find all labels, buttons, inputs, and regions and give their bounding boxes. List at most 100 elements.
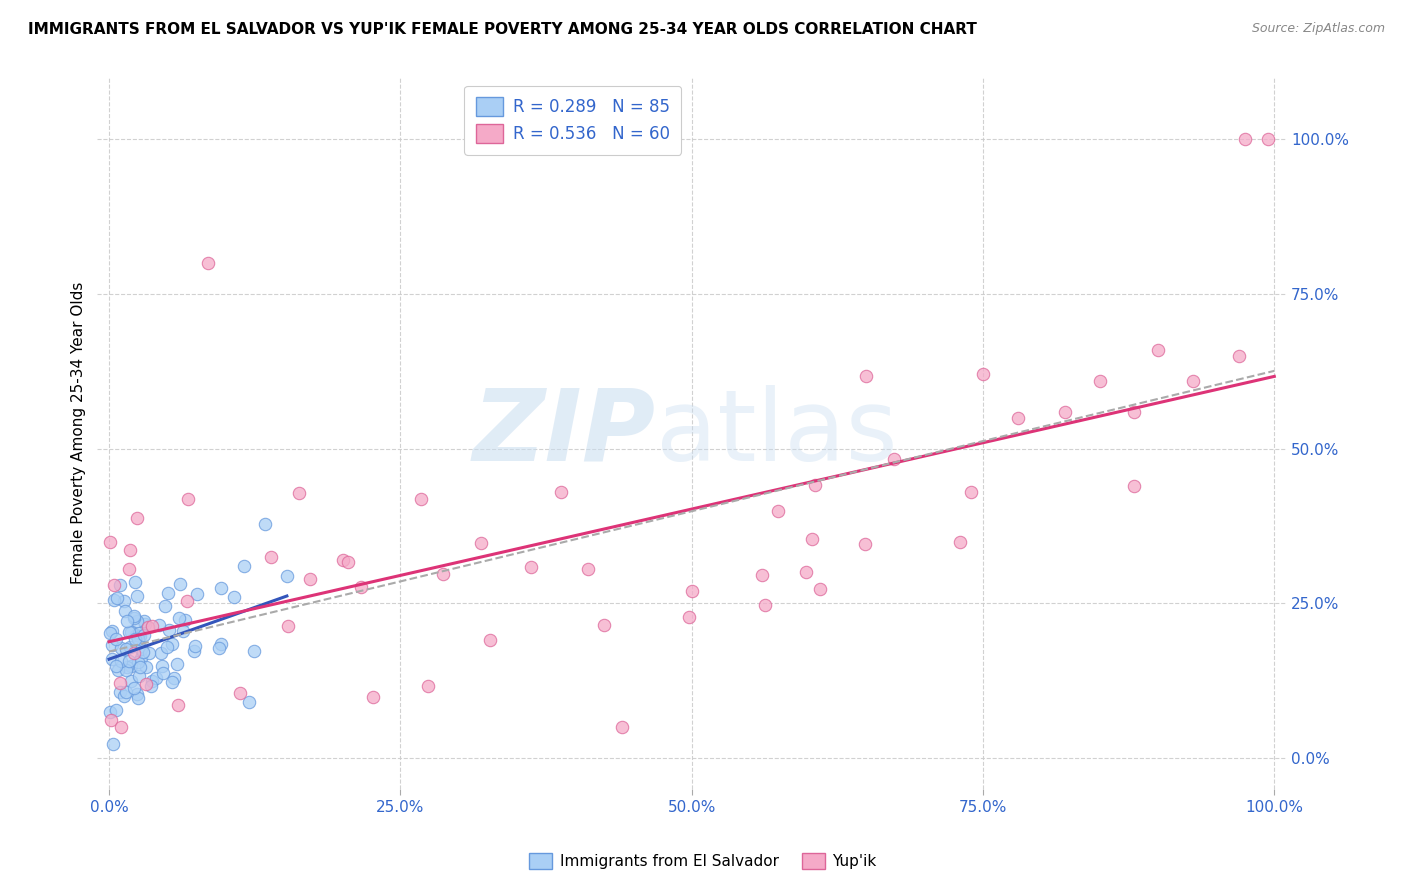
Point <box>125 511 148 525</box>
Point <box>186 587 208 601</box>
Point <box>972 368 994 382</box>
Point <box>118 562 141 576</box>
Point <box>139 679 162 693</box>
Point <box>145 671 167 685</box>
Point <box>127 690 149 705</box>
Point <box>166 657 188 671</box>
Point <box>122 646 145 660</box>
Point <box>209 581 232 595</box>
Point <box>100 652 122 666</box>
Point <box>120 624 142 639</box>
Point <box>470 535 492 549</box>
Point <box>138 646 160 660</box>
Point <box>883 452 905 467</box>
Point <box>152 666 174 681</box>
Point <box>120 542 142 557</box>
Point <box>176 594 198 608</box>
Point <box>416 679 439 693</box>
Point <box>104 659 127 673</box>
Point <box>174 613 197 627</box>
Point <box>350 580 373 594</box>
Point <box>129 642 152 657</box>
Point <box>153 599 176 614</box>
Point <box>125 628 148 642</box>
Point <box>108 685 131 699</box>
Point <box>132 628 155 642</box>
Point <box>157 624 180 638</box>
Point <box>127 614 149 628</box>
Point <box>361 690 384 704</box>
Text: IMMIGRANTS FROM EL SALVADOR VS YUP'IK FEMALE POVERTY AMONG 25-34 YEAR OLDS CORRE: IMMIGRANTS FROM EL SALVADOR VS YUP'IK FE… <box>28 22 977 37</box>
Point <box>114 604 136 618</box>
Point <box>110 720 132 734</box>
Point <box>107 663 129 677</box>
Point <box>177 492 200 507</box>
Point <box>141 619 163 633</box>
Point <box>132 614 155 628</box>
Point <box>135 677 157 691</box>
Point <box>169 577 191 591</box>
Point <box>100 713 122 727</box>
Point <box>101 639 124 653</box>
Point <box>766 504 789 518</box>
Point <box>167 698 190 712</box>
Point <box>117 614 139 628</box>
Point <box>135 660 157 674</box>
Point <box>1234 132 1257 146</box>
Point <box>132 645 155 659</box>
Y-axis label: Female Poverty Among 25-34 Year Olds: Female Poverty Among 25-34 Year Olds <box>72 282 86 584</box>
Point <box>804 478 827 492</box>
Point <box>184 640 207 654</box>
Point <box>150 658 173 673</box>
Point <box>128 626 150 640</box>
Point <box>160 675 183 690</box>
Point <box>260 549 283 564</box>
Text: ZIP: ZIP <box>472 384 657 482</box>
Point <box>98 535 121 549</box>
Point <box>1146 343 1168 357</box>
Point <box>125 590 148 604</box>
Point <box>550 485 572 500</box>
Point <box>124 632 146 646</box>
Point <box>103 592 125 607</box>
Point <box>110 676 132 690</box>
Point <box>678 610 700 624</box>
Point <box>112 689 135 703</box>
Point <box>1257 132 1279 146</box>
Point <box>112 593 135 607</box>
Point <box>110 654 132 668</box>
Point <box>682 584 704 599</box>
Point <box>163 671 186 685</box>
Point <box>129 660 152 674</box>
Legend: R = 0.289   N = 85, R = 0.536   N = 60: R = 0.289 N = 85, R = 0.536 N = 60 <box>464 86 682 155</box>
Point <box>120 674 142 689</box>
Point <box>576 562 599 576</box>
Point <box>853 537 876 551</box>
Point <box>104 632 127 646</box>
Point <box>1088 374 1111 388</box>
Point <box>120 659 142 673</box>
Point <box>115 660 138 674</box>
Point <box>127 632 149 646</box>
Point <box>155 640 177 655</box>
Point <box>288 486 311 500</box>
Point <box>1123 479 1146 493</box>
Point <box>172 624 194 639</box>
Point <box>479 632 502 647</box>
Point <box>148 617 170 632</box>
Point <box>104 703 127 717</box>
Point <box>101 624 124 638</box>
Point <box>800 533 823 547</box>
Point <box>167 611 190 625</box>
Point <box>127 655 149 669</box>
Point <box>432 567 454 582</box>
Point <box>138 620 160 634</box>
Point <box>810 582 832 596</box>
Point <box>131 651 153 665</box>
Point <box>115 663 138 677</box>
Text: Source: ZipAtlas.com: Source: ZipAtlas.com <box>1251 22 1385 36</box>
Point <box>117 654 139 668</box>
Point <box>120 640 142 654</box>
Point <box>134 616 156 631</box>
Point <box>209 637 232 651</box>
